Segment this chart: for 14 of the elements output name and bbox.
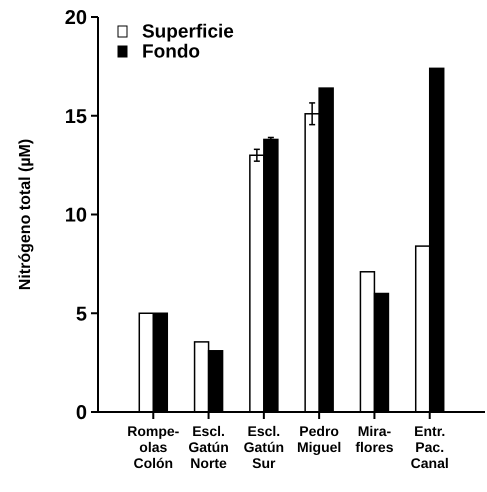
y-tick-label: 20 [64,7,87,29]
x-tick-label: Mira- flores [355,423,394,455]
y-tick-label: 10 [64,204,87,226]
legend-label: Superficie [142,22,234,43]
x-tick-label: Escl. Gatún Norte [188,423,229,471]
y-tick-label: 5 [76,303,87,326]
x-tick-label: Entr. Pac. Canal [410,423,449,471]
x-tick-label: Escl. Gatún Sur [244,423,284,471]
y-axis-title: Nitrógeno total (µM) [17,138,34,290]
x-tick-label: Pedro Miguel [296,423,342,455]
y-tick-label: 0 [76,402,87,424]
y-tick-label: 15 [64,106,87,128]
legend-label: Fondo [142,42,200,63]
x-tick-label: Rompe- olas Colón [127,423,180,471]
